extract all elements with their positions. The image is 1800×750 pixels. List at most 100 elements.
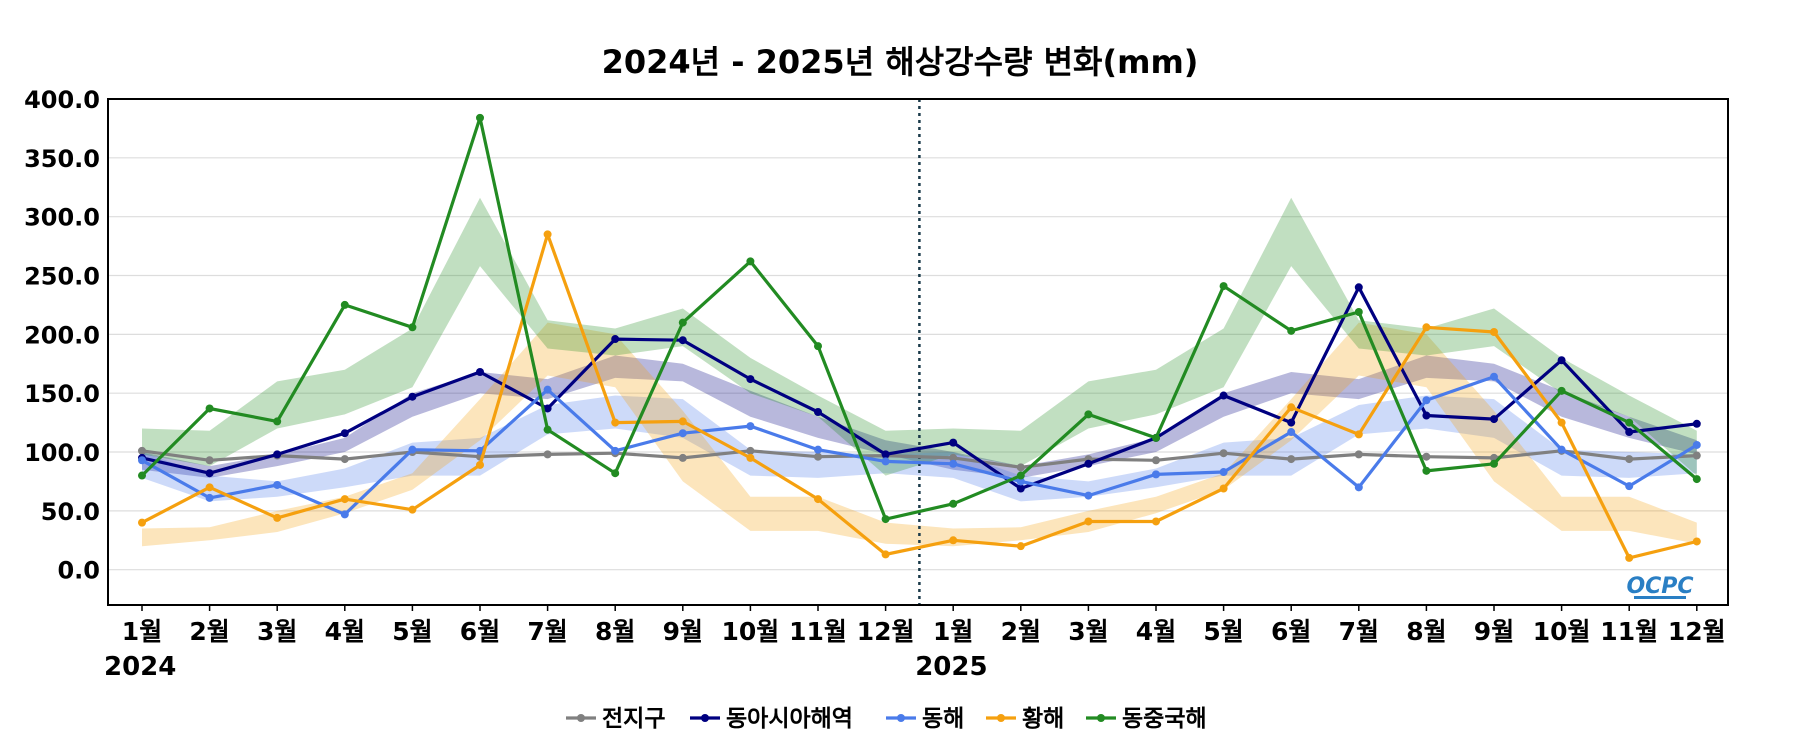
legend: 전지구 동아시아해역 동해 황해 동중국해 <box>566 706 1207 732</box>
data-point <box>949 459 958 468</box>
y-axis-ticks: 0.0 50.0 100.0 150.0 200.0 250.0 300.0 350.0 400… <box>24 86 100 585</box>
data-point <box>543 450 552 459</box>
data-point <box>1287 418 1296 427</box>
data-point <box>1287 455 1296 464</box>
series-동아시아해역 <box>138 283 1701 493</box>
data-point <box>949 499 958 508</box>
range-band-동중국해 <box>142 197 1697 476</box>
data-point <box>1016 463 1025 472</box>
data-point <box>1287 403 1296 412</box>
data-point <box>273 513 282 522</box>
data-point <box>881 457 890 466</box>
data-point <box>1490 459 1498 468</box>
data-point <box>1490 372 1498 381</box>
data-point <box>611 335 620 344</box>
data-point <box>205 469 214 478</box>
x-tick-label: 4월 <box>1136 617 1176 646</box>
data-point <box>476 460 484 469</box>
data-point <box>1692 419 1701 428</box>
x-tick-label: 8월 <box>1406 617 1446 646</box>
legend-item: 동해 <box>886 706 964 732</box>
legend-marker <box>997 714 1005 722</box>
data-point <box>746 453 755 462</box>
data-point <box>678 453 687 462</box>
data-point <box>1557 445 1566 454</box>
data-point <box>408 392 417 401</box>
data-point <box>340 510 349 519</box>
y-tick-label: 50.0 <box>41 498 100 526</box>
data-point <box>1152 470 1160 479</box>
data-point <box>138 471 146 480</box>
data-point <box>1557 356 1566 365</box>
y-tick-label: 350.0 <box>24 145 100 173</box>
data-point <box>1354 483 1363 492</box>
y-tick-label: 0.0 <box>57 557 100 585</box>
data-point <box>1692 451 1701 460</box>
logo-underline <box>1634 596 1686 599</box>
data-point <box>1625 553 1634 562</box>
x-tick-label: 6월 <box>460 617 500 646</box>
data-point <box>1692 537 1701 546</box>
data-point <box>476 113 484 122</box>
data-point <box>1084 517 1093 526</box>
data-point <box>881 450 890 459</box>
y-tick-label: 100.0 <box>24 439 100 467</box>
x-tick-label: 8월 <box>595 617 635 646</box>
legend-label: 동중국해 <box>1122 706 1207 732</box>
y-tick-label: 250.0 <box>24 263 100 291</box>
year-label: 2025 <box>915 652 987 682</box>
data-point <box>273 417 282 426</box>
data-point <box>1625 455 1634 464</box>
x-tick-label: 10월 <box>1533 617 1591 646</box>
data-point <box>1422 411 1431 420</box>
ocpc-logo: OCPC <box>1626 574 1694 599</box>
data-point <box>678 429 687 438</box>
series-line <box>141 375 1698 517</box>
legend-marker <box>577 714 585 722</box>
data-point <box>881 550 890 559</box>
x-tick-label: 6월 <box>1271 617 1311 646</box>
data-point <box>543 230 552 239</box>
data-point <box>1084 491 1093 500</box>
series-line <box>141 232 1698 560</box>
data-point <box>1287 326 1296 335</box>
data-point <box>340 455 349 464</box>
data-point <box>1354 450 1363 459</box>
data-point <box>746 446 755 455</box>
chart-title: 2024년 - 2025년 해상강수량 변화(mm) <box>602 43 1199 81</box>
data-point <box>1692 475 1701 484</box>
legend-label: 동해 <box>922 706 964 732</box>
x-axis-ticks: 1월 2월 3월 4월 5월 6월 7월 8월 9월 10월 11월 12월 1월 2월 3월 4월 5월 6월 7… <box>104 605 1726 682</box>
x-tick-label: 11월 <box>789 617 847 646</box>
x-tick-label: 2월 <box>1001 617 1041 646</box>
data-point <box>1692 440 1701 449</box>
x-tick-label: 5월 <box>392 617 432 646</box>
data-point <box>1152 517 1160 526</box>
data-point <box>476 368 484 377</box>
year-label: 2024 <box>104 652 176 682</box>
data-point <box>1557 418 1566 427</box>
x-tick-label: 2월 <box>189 617 229 646</box>
data-point <box>746 422 755 431</box>
x-tick-label: 7월 <box>1339 617 1379 646</box>
series-황해 <box>138 230 1701 562</box>
data-point <box>1422 396 1431 405</box>
data-point <box>138 456 146 465</box>
data-point <box>408 505 417 514</box>
data-point <box>611 418 620 427</box>
legend-item: 전지구 <box>566 706 665 732</box>
data-point <box>1422 466 1431 475</box>
data-point <box>746 257 755 266</box>
data-point <box>1354 307 1363 316</box>
legend-item: 동중국해 <box>1086 706 1207 732</box>
data-point <box>408 445 417 454</box>
data-point <box>543 425 552 434</box>
x-tick-label: 4월 <box>325 617 365 646</box>
legend-marker <box>897 714 905 722</box>
data-point <box>138 518 146 527</box>
legend-marker <box>701 714 709 722</box>
data-point <box>1016 471 1025 480</box>
legend-marker <box>1097 714 1105 722</box>
data-point <box>1219 468 1228 477</box>
